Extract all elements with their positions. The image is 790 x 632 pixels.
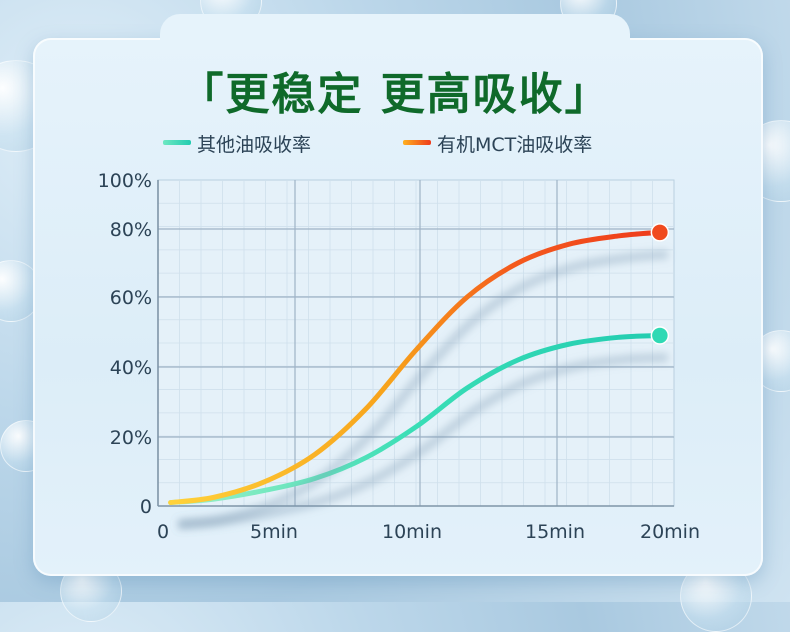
card-title-tab <box>160 14 630 54</box>
series-lines <box>168 223 670 530</box>
legend-label-mct: 有机MCT油吸收率 <box>437 134 592 156</box>
y-tick-label: 80% <box>110 219 152 241</box>
legend-swatch-mct <box>403 140 431 145</box>
x-tick-label: 5min <box>250 521 298 543</box>
x-tick-label: 10min <box>382 521 442 543</box>
chart-legend: 其他油吸收率 有机MCT油吸收率 <box>163 134 592 156</box>
x-tick-label: 20min <box>640 521 700 543</box>
x-tick-label: 15min <box>525 521 585 543</box>
chart-title: 「更稳定 更高吸收」 <box>179 69 611 120</box>
legend-swatch-other <box>163 140 191 145</box>
series-line-other-end-marker <box>650 326 670 345</box>
series-line-mct-shadow <box>178 249 669 530</box>
y-tick-label: 20% <box>110 427 152 449</box>
x-tick-label: 0 <box>157 521 169 543</box>
absorption-line-chart: 其他油吸收率 有机MCT油吸收率 0 20% 40% 60% 80% 100% 0 5min 1… <box>98 134 700 543</box>
y-tick-label: 40% <box>110 357 152 379</box>
y-tick-label: 60% <box>110 287 152 309</box>
axis-labels: 0 20% 40% 60% 80% 100% 0 5min 10min 15min 20min <box>98 170 700 543</box>
legend-label-other: 其他油吸收率 <box>197 134 311 156</box>
series-line-other-shadow <box>178 353 669 530</box>
series-line-mct <box>168 229 663 506</box>
y-tick-label: 100% <box>98 170 152 192</box>
series-line-mct-end-marker <box>650 223 670 242</box>
y-tick-label: 0 <box>140 496 152 518</box>
series-line-other <box>168 333 663 506</box>
